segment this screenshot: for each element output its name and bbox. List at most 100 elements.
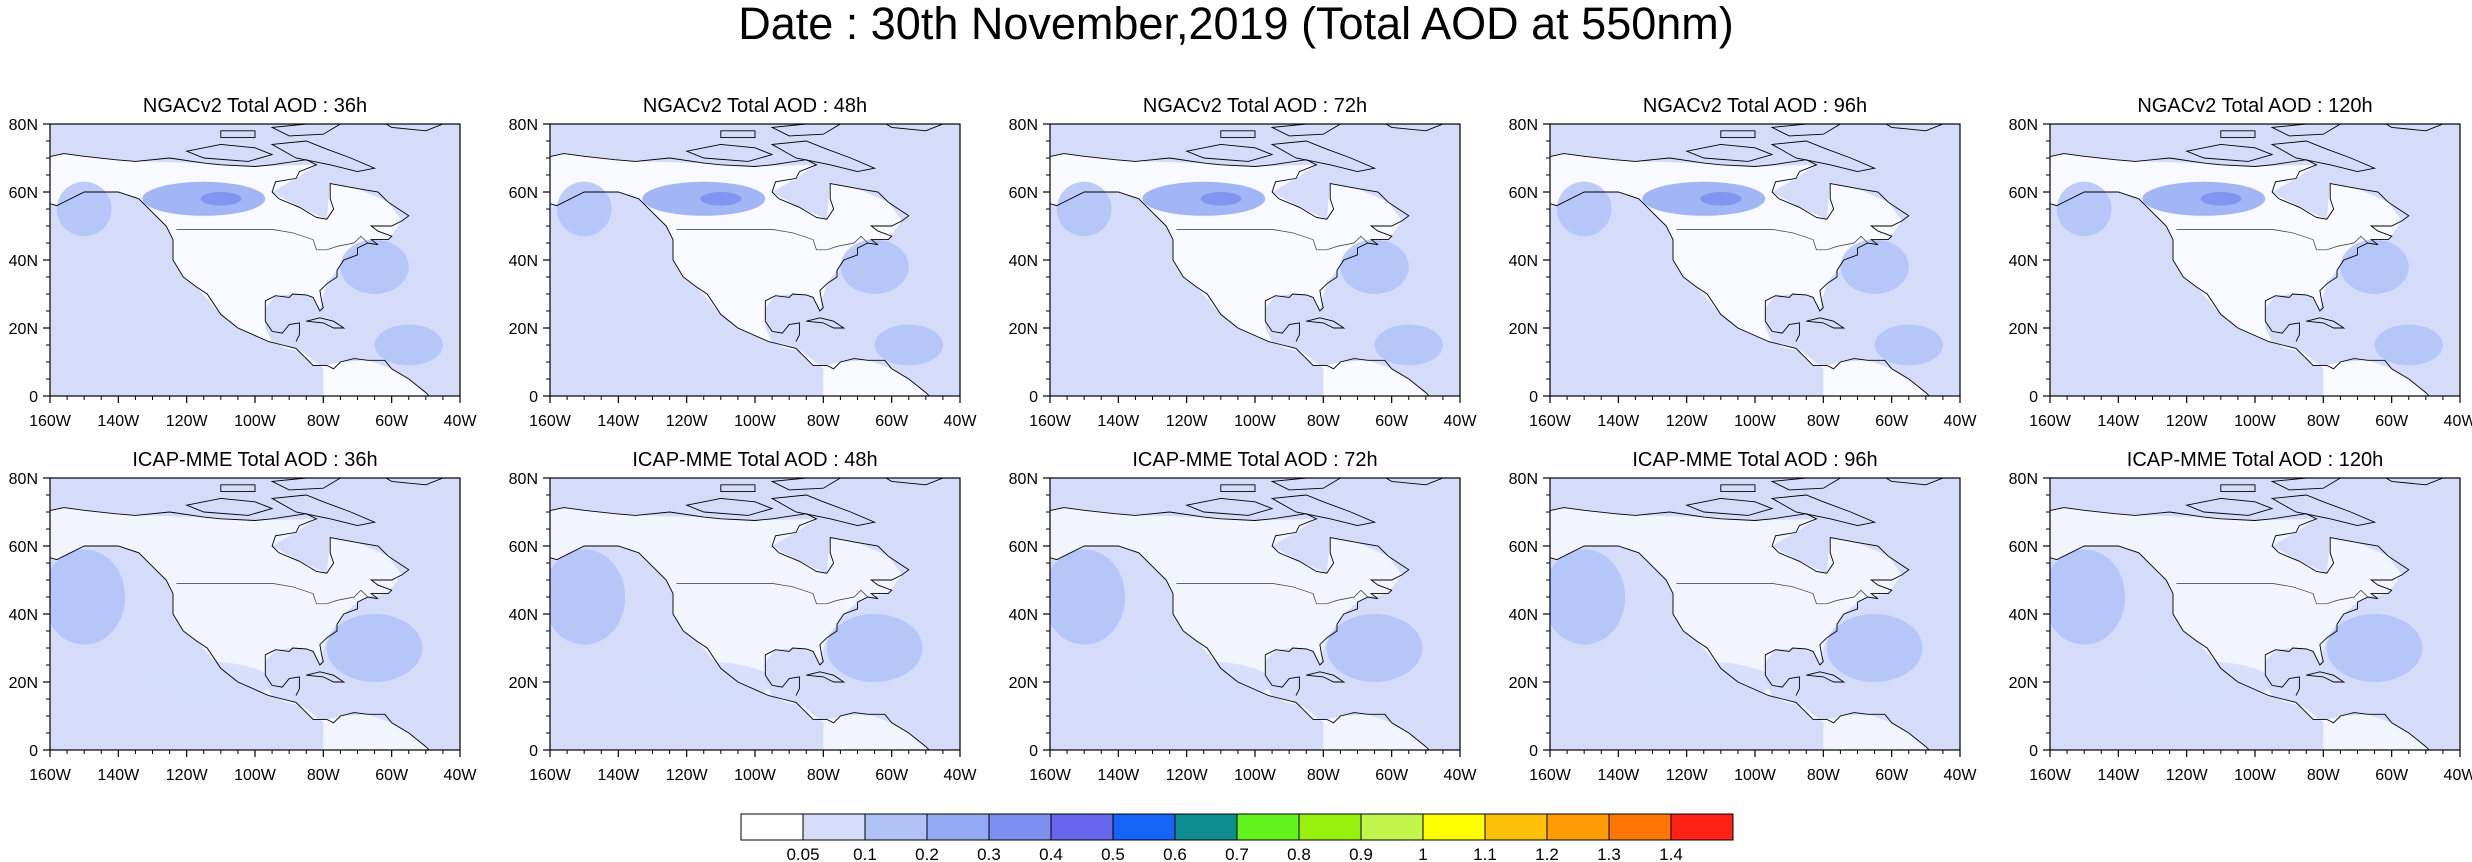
colorbar-label: 0.3 [977, 845, 1001, 862]
lon-tick-label: 40W [944, 413, 978, 430]
lon-tick-label: 100W [234, 767, 277, 784]
lat-tick-label: 20N [9, 675, 38, 692]
colorbar-label: 0.9 [1349, 845, 1373, 862]
lon-tick-label: 40W [2444, 767, 2472, 784]
lon-tick-label: 160W [1029, 767, 1072, 784]
lon-tick-label: 140W [1097, 413, 1140, 430]
colorbar-label: 0.05 [786, 845, 819, 862]
colorbar-label: 1.4 [1659, 845, 1683, 862]
map-panel-ngacv2-120h: NGACv2 Total AOD : 120h 160W 140W 120W 100W 8… [2009, 95, 2472, 430]
lon-tick-label: 140W [1597, 767, 1640, 784]
lat-tick-label: 0 [1029, 743, 1038, 760]
lon-tick-label: 80W [307, 413, 341, 430]
lat-tick-label: 0 [529, 389, 538, 406]
colorbar-swatch [864, 813, 928, 841]
colorbar-label: 0.5 [1101, 845, 1125, 862]
colorbar-label: 1 [1418, 845, 1427, 862]
lat-tick-label: 20N [1009, 675, 1038, 692]
colorbar-label: 0.7 [1225, 845, 1249, 862]
lat-tick-label: 40N [9, 607, 38, 624]
lat-tick-label: 20N [509, 321, 538, 338]
lon-tick-label: 160W [1529, 413, 1572, 430]
colorbar-swatch [1546, 813, 1610, 841]
colorbar-swatch [1174, 813, 1238, 841]
lon-tick-label: 120W [1166, 413, 1209, 430]
lat-tick-label: 40N [509, 253, 538, 270]
lon-tick-label: 60W [1875, 767, 1909, 784]
colorbar-swatch [1050, 813, 1114, 841]
lat-tick-label: 0 [29, 743, 38, 760]
lat-tick-label: 60N [9, 539, 38, 556]
lon-tick-label: 100W [734, 767, 777, 784]
lon-tick-label: 140W [597, 767, 640, 784]
lon-tick-label: 100W [234, 413, 277, 430]
panel-title: NGACv2 Total AOD : 48h [643, 95, 867, 117]
lon-tick-label: 100W [2234, 413, 2277, 430]
lat-tick-label: 40N [1009, 253, 1038, 270]
lon-tick-label: 60W [1375, 767, 1409, 784]
lat-tick-label: 80N [509, 471, 538, 488]
colorbar-swatch [802, 813, 866, 841]
lat-tick-label: 60N [1009, 185, 1038, 202]
panel-title: NGACv2 Total AOD : 96h [1643, 95, 1867, 117]
lon-tick-label: 120W [2166, 413, 2209, 430]
lon-tick-label: 160W [1529, 767, 1572, 784]
map-panel-ngacv2-72h: NGACv2 Total AOD : 72h 160W 140W 120W 100W 80… [1009, 95, 1478, 430]
lat-tick-label: 80N [1009, 471, 1038, 488]
lat-tick-label: 40N [2009, 607, 2038, 624]
lon-tick-label: 160W [29, 767, 72, 784]
lon-tick-label: 160W [29, 413, 72, 430]
lat-tick-label: 0 [1529, 743, 1538, 760]
lon-tick-label: 120W [1666, 413, 1709, 430]
lon-tick-label: 60W [2375, 413, 2409, 430]
colorbar-swatch [1422, 813, 1486, 841]
colorbar-swatch [1298, 813, 1362, 841]
lat-tick-label: 40N [2009, 253, 2038, 270]
lon-tick-label: 80W [807, 413, 841, 430]
lon-tick-label: 140W [2097, 767, 2140, 784]
lat-tick-label: 20N [1509, 675, 1538, 692]
lat-tick-label: 60N [2009, 539, 2038, 556]
lat-tick-label: 60N [1009, 539, 1038, 556]
lat-tick-label: 0 [1029, 389, 1038, 406]
map-panel-icap-mme-72h: ICAP-MME Total AOD : 72h 160W 140W 120W 100W… [1009, 449, 1478, 784]
colorbar-swatch [740, 813, 804, 841]
lon-tick-label: 120W [666, 767, 709, 784]
lat-tick-label: 0 [2029, 743, 2038, 760]
lat-tick-label: 40N [1509, 607, 1538, 624]
lat-tick-label: 60N [1509, 185, 1538, 202]
lon-tick-label: 80W [1307, 767, 1341, 784]
colorbar-swatch [1360, 813, 1424, 841]
colorbar-label: 0.4 [1039, 845, 1063, 862]
lon-tick-label: 40W [1444, 413, 1478, 430]
lat-tick-label: 80N [2009, 117, 2038, 134]
lon-tick-label: 60W [375, 413, 409, 430]
map-panel-ngacv2-48h: NGACv2 Total AOD : 48h 160W 140W 120W 100W 80… [509, 95, 978, 430]
lon-tick-label: 40W [444, 413, 478, 430]
lat-tick-label: 60N [9, 185, 38, 202]
lat-tick-label: 20N [509, 675, 538, 692]
lat-tick-label: 80N [9, 117, 38, 134]
map-panel-icap-mme-36h: ICAP-MME Total AOD : 36h 160W 140W 120W 100W… [9, 449, 478, 784]
lat-tick-label: 20N [2009, 675, 2038, 692]
lat-tick-label: 80N [509, 117, 538, 134]
lat-tick-label: 0 [1529, 389, 1538, 406]
lon-tick-label: 120W [2166, 767, 2209, 784]
lon-tick-label: 100W [1734, 767, 1777, 784]
lat-tick-label: 80N [2009, 471, 2038, 488]
lon-tick-label: 120W [666, 413, 709, 430]
lat-tick-label: 80N [1509, 471, 1538, 488]
lat-tick-label: 0 [529, 743, 538, 760]
lon-tick-label: 140W [1597, 413, 1640, 430]
lat-tick-label: 0 [2029, 389, 2038, 406]
colorbar-swatch [926, 813, 990, 841]
lat-tick-label: 40N [509, 607, 538, 624]
lon-tick-label: 100W [1734, 413, 1777, 430]
lat-tick-label: 20N [2009, 321, 2038, 338]
colorbar: 0.05 0.1 0.2 0.3 0.4 0.5 0.6 0.7 0.8 0.9 1 1.1 1.2 1.… [740, 813, 1734, 862]
lon-tick-label: 60W [2375, 767, 2409, 784]
colorbar-label: 0.8 [1287, 845, 1311, 862]
panel-title: ICAP-MME Total AOD : 96h [1632, 449, 1877, 471]
map-panel-icap-mme-120h: ICAP-MME Total AOD : 120h 160W 140W 120W 100… [2009, 449, 2472, 784]
lon-tick-label: 80W [1307, 413, 1341, 430]
